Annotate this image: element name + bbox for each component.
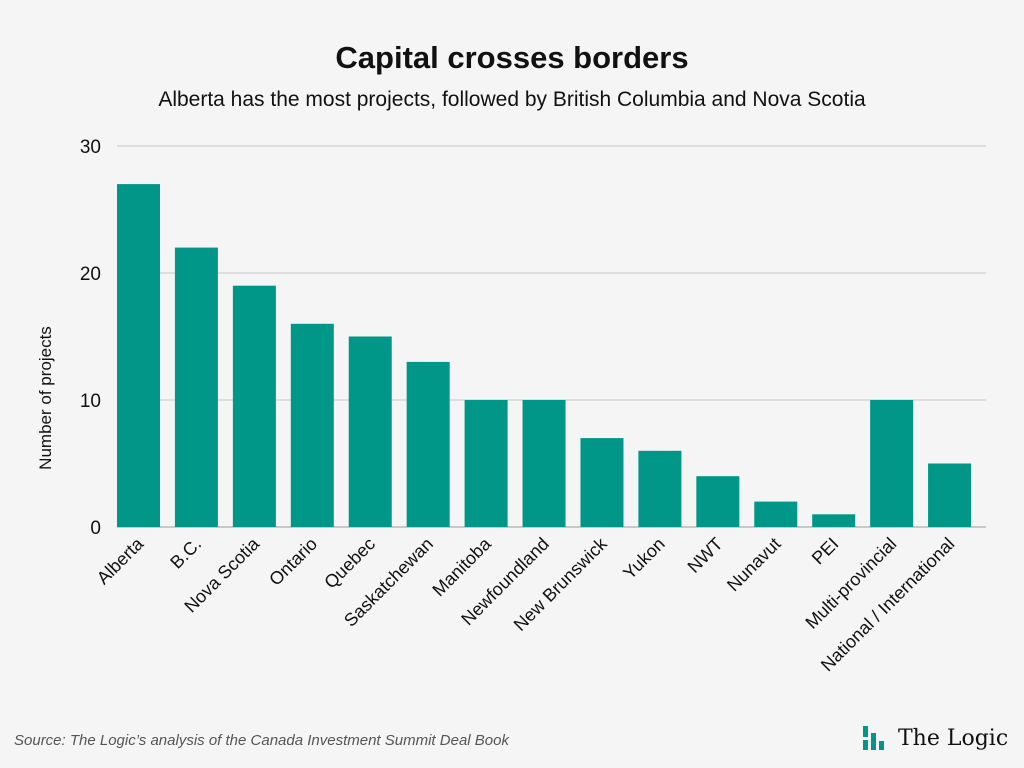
brand-name: The Logic (898, 725, 1009, 751)
bar (754, 501, 798, 527)
chart-title: Capital crosses borders (335, 40, 689, 75)
y-tick-label: 10 (80, 391, 101, 412)
bars (117, 184, 972, 527)
brand-logo: The Logic (862, 724, 1008, 752)
chart-subtitle: Alberta has the most projects, followed … (158, 88, 866, 111)
y-tick-label: 20 (80, 264, 101, 285)
bar (928, 463, 972, 527)
bar (464, 400, 508, 527)
bar (580, 438, 624, 527)
source-note: Source: The Logic’s analysis of the Cana… (14, 732, 509, 749)
x-axis-ticks: Alberta B.C.Nova Scotia Ontario QuebecSaska… (93, 533, 959, 675)
bar (232, 285, 276, 527)
x-tick-label: Ontario (265, 534, 321, 590)
bar (812, 514, 856, 527)
x-tick-label: Nunavut (723, 534, 785, 596)
bar (696, 476, 740, 527)
y-axis-label: Number of projects (36, 326, 55, 470)
bar (870, 400, 914, 527)
bar (117, 184, 160, 527)
bar (348, 336, 392, 527)
bar (174, 247, 218, 527)
bar (638, 450, 682, 527)
y-tick-label: 0 (90, 518, 101, 539)
y-axis-ticks: 0 10 20 30 (80, 137, 101, 539)
bar (406, 361, 450, 527)
x-tick-label: NWT (684, 534, 727, 577)
bar (522, 400, 566, 527)
x-tick-label: Alberta (93, 533, 148, 588)
x-tick-label: PEI (808, 534, 843, 569)
the-logic-bars-icon (863, 726, 884, 750)
x-tick-label: Quebec (320, 534, 379, 593)
bar (290, 323, 334, 527)
y-tick-label: 30 (80, 137, 101, 158)
x-tick-label: Yukon (619, 534, 669, 584)
x-tick-label: B.C. (166, 534, 205, 573)
